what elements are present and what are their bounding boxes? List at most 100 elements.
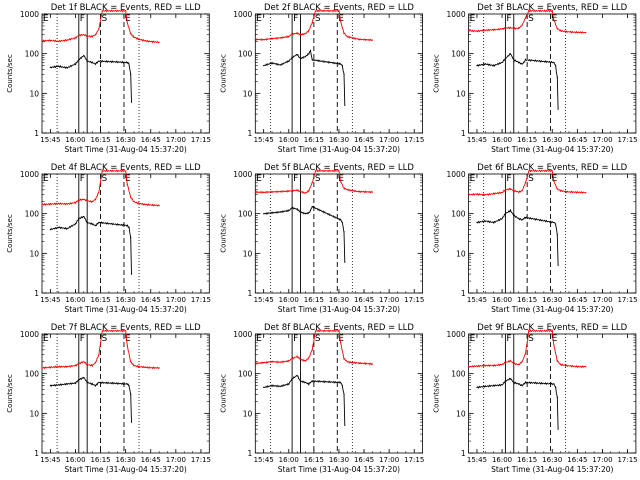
data-point-events	[66, 228, 68, 230]
data-point-events	[91, 223, 93, 225]
x-axis-label: Start Time (31-Aug-04 15:37:20)	[278, 145, 400, 154]
data-point-events	[521, 63, 523, 65]
series-line-lld	[468, 169, 586, 197]
data-point-events	[555, 65, 557, 67]
data-point-lld	[493, 365, 495, 367]
data-point-events	[501, 384, 503, 386]
data-point-lld	[528, 170, 530, 172]
data-point-events	[130, 421, 133, 423]
data-point-lld	[296, 32, 298, 34]
data-point-lld	[98, 354, 100, 356]
data-point-lld	[291, 33, 293, 35]
data-point-lld	[560, 363, 562, 366]
data-point-events	[484, 220, 486, 222]
data-point-lld	[476, 30, 478, 32]
x-tick-label: 17:00	[592, 136, 612, 144]
data-point-events	[263, 65, 265, 67]
data-point-events	[299, 380, 302, 382]
data-point-events	[343, 393, 345, 395]
panel-title: Det 4f BLACK = Events, RED = LLD	[51, 163, 201, 173]
data-point-lld	[91, 365, 93, 367]
data-point-lld	[296, 189, 298, 191]
x-tick-label: 15:45	[467, 296, 487, 304]
data-point-lld	[518, 27, 520, 29]
data-point-lld	[338, 170, 340, 172]
interval-label: E	[338, 174, 344, 184]
y-tick-label: 100	[25, 50, 40, 59]
x-tick-label: 16:45	[141, 136, 161, 144]
data-point-events	[98, 60, 100, 62]
series-line-events	[263, 205, 346, 263]
data-point-lld	[130, 361, 132, 363]
series-events	[263, 205, 346, 263]
series-events	[49, 215, 133, 275]
data-point-events	[553, 383, 555, 385]
data-point-events	[49, 66, 52, 68]
data-point-lld	[271, 38, 273, 40]
x-tick-label: 16:45	[567, 456, 587, 464]
interval-label: F	[506, 174, 511, 184]
data-point-lld	[578, 191, 580, 193]
data-point-events	[557, 264, 559, 266]
data-point-events	[518, 61, 520, 64]
data-point-lld	[553, 19, 555, 21]
data-point-events	[501, 218, 503, 220]
y-axis-label: Counts/sec	[219, 374, 227, 413]
data-point-events	[484, 385, 486, 387]
data-point-lld	[101, 10, 103, 12]
x-tick-label: 17:00	[379, 296, 399, 304]
data-point-events	[343, 73, 345, 75]
y-tick-label: 10	[456, 249, 466, 258]
y-tick-label: 100	[451, 210, 466, 219]
x-tick-label: 17:15	[191, 136, 211, 144]
y-tick-label: 1000	[20, 10, 39, 19]
data-point-events	[299, 211, 302, 213]
data-point-events	[74, 223, 77, 225]
y-tick-label: 1000	[447, 330, 466, 339]
data-point-lld	[74, 37, 77, 39]
data-point-events	[83, 54, 85, 57]
data-point-events	[49, 228, 52, 231]
interval-label: E	[43, 14, 49, 24]
data-point-events	[58, 384, 60, 386]
interval-label: E	[256, 174, 262, 184]
data-point-lld	[346, 189, 348, 191]
x-tick-label: 17:15	[617, 456, 637, 464]
data-point-lld	[365, 39, 367, 41]
data-point-lld	[509, 360, 511, 362]
data-point-events	[340, 381, 342, 384]
y-tick-label: 10	[29, 249, 39, 258]
data-point-lld	[346, 36, 348, 38]
data-point-lld	[254, 38, 256, 40]
series-line-events	[50, 216, 132, 275]
data-point-lld	[484, 365, 486, 367]
data-point-lld	[509, 27, 511, 29]
data-point-lld	[311, 22, 313, 24]
data-point-lld	[468, 30, 470, 32]
data-point-lld	[556, 360, 558, 362]
interval-label: S	[528, 334, 534, 344]
data-point-lld	[271, 361, 273, 363]
x-tick-label: 17:00	[592, 456, 612, 464]
data-point-lld	[493, 29, 495, 31]
data-point-events	[553, 61, 555, 64]
data-point-lld	[571, 191, 573, 193]
data-point-lld	[41, 40, 43, 42]
interval-label: S	[102, 174, 108, 184]
x-tick-label: 16:15	[90, 456, 110, 464]
data-point-lld	[145, 203, 147, 206]
data-point-events	[513, 59, 515, 61]
interval-label: E	[552, 14, 558, 24]
data-point-events	[126, 383, 128, 385]
y-tick-label: 1000	[447, 10, 466, 19]
x-tick-label: 17:15	[404, 296, 424, 304]
data-point-events	[126, 61, 128, 64]
data-point-events	[130, 273, 133, 275]
x-tick-label: 16:00	[492, 136, 512, 144]
data-point-lld	[49, 203, 52, 205]
data-point-events	[344, 104, 346, 106]
data-point-lld	[338, 330, 340, 332]
data-point-lld	[501, 192, 503, 194]
panel-title: Det 6f BLACK = Events, RED = LLD	[477, 163, 627, 173]
data-point-events	[513, 214, 515, 217]
